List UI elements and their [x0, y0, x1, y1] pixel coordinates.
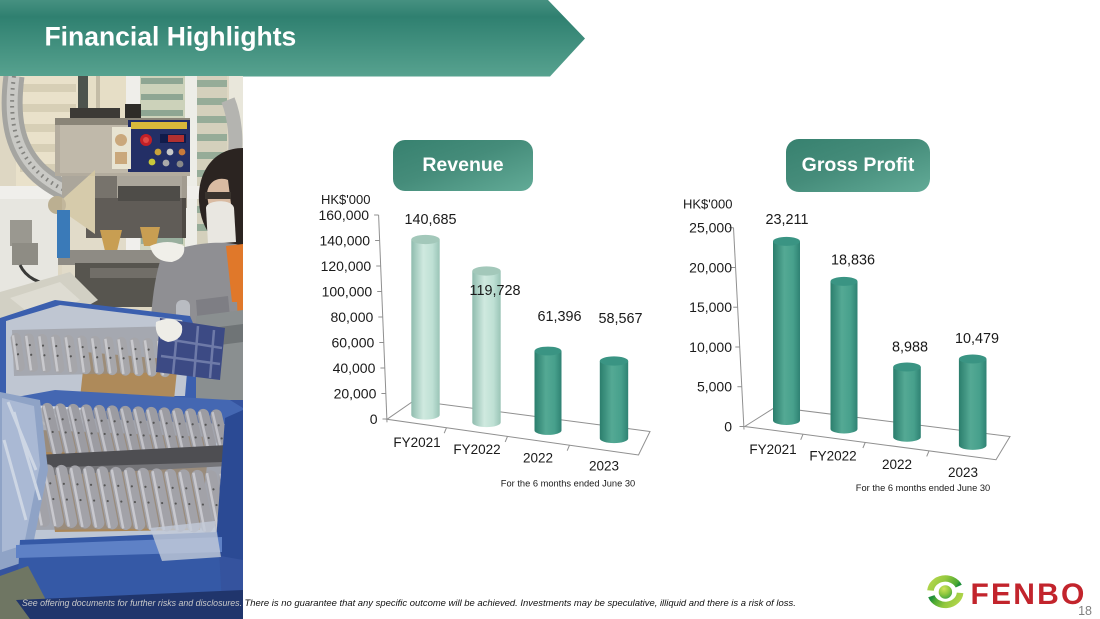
svg-text:8,988: 8,988 [892, 340, 928, 356]
svg-text:0: 0 [724, 418, 732, 434]
svg-text:80,000: 80,000 [330, 309, 373, 325]
svg-text:58,567: 58,567 [598, 311, 642, 327]
svg-text:For the 6 months ended June 30: For the 6 months ended June 30 [501, 479, 635, 489]
svg-text:FY2022: FY2022 [809, 449, 856, 464]
svg-text:FY2021: FY2021 [749, 442, 796, 457]
svg-text:20,000: 20,000 [689, 259, 732, 275]
svg-text:For the 6 months ended June 30: For the 6 months ended June 30 [856, 483, 990, 493]
svg-text:2023: 2023 [948, 465, 978, 480]
svg-text:0: 0 [370, 411, 378, 427]
svg-text:140,685: 140,685 [404, 212, 456, 228]
svg-text:140,000: 140,000 [319, 232, 370, 248]
svg-text:2022: 2022 [523, 451, 553, 466]
svg-text:FY2021: FY2021 [393, 435, 440, 450]
svg-text:2022: 2022 [882, 457, 912, 472]
svg-text:100,000: 100,000 [322, 283, 373, 299]
svg-text:20,000: 20,000 [334, 385, 377, 401]
svg-text:10,479: 10,479 [955, 331, 999, 347]
svg-text:HK$'000: HK$'000 [683, 197, 732, 212]
svg-text:120,000: 120,000 [321, 258, 372, 274]
svg-text:15,000: 15,000 [689, 299, 732, 315]
svg-text:119,728: 119,728 [470, 283, 521, 299]
svg-text:HK$'000: HK$'000 [321, 192, 370, 207]
svg-text:FENBO: FENBO [971, 578, 1087, 611]
svg-text:Financial Highlights: Financial Highlights [45, 22, 297, 52]
svg-text:2023: 2023 [589, 459, 619, 474]
svg-text:25,000: 25,000 [689, 220, 732, 236]
svg-text:FY2022: FY2022 [453, 442, 500, 457]
svg-text:18,836: 18,836 [831, 252, 875, 268]
svg-text:60,000: 60,000 [331, 334, 374, 350]
svg-text:160,000: 160,000 [318, 207, 369, 223]
svg-text:5,000: 5,000 [697, 379, 732, 395]
svg-text:23,211: 23,211 [766, 212, 809, 228]
svg-text:40,000: 40,000 [333, 360, 376, 376]
svg-text:61,396: 61,396 [537, 309, 581, 325]
svg-text:10,000: 10,000 [689, 339, 732, 355]
